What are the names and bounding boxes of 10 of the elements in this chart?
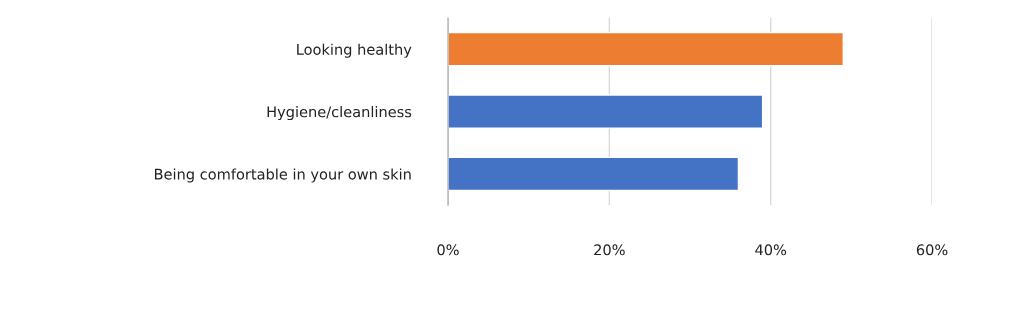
x-tick-label: 40% xyxy=(755,244,787,256)
y-tick-label: Hygiene/cleanliness xyxy=(267,106,412,121)
x-tick-label: 0% xyxy=(437,244,459,256)
y-tick-label: Being comfortable in your own skin xyxy=(154,168,411,183)
bar xyxy=(448,94,764,129)
y-tick-label: Looking healthy xyxy=(297,43,412,58)
x-tick-label: 20% xyxy=(594,244,625,256)
x-tick-label: 60% xyxy=(916,244,948,256)
bar xyxy=(448,31,844,67)
bar xyxy=(448,156,740,192)
